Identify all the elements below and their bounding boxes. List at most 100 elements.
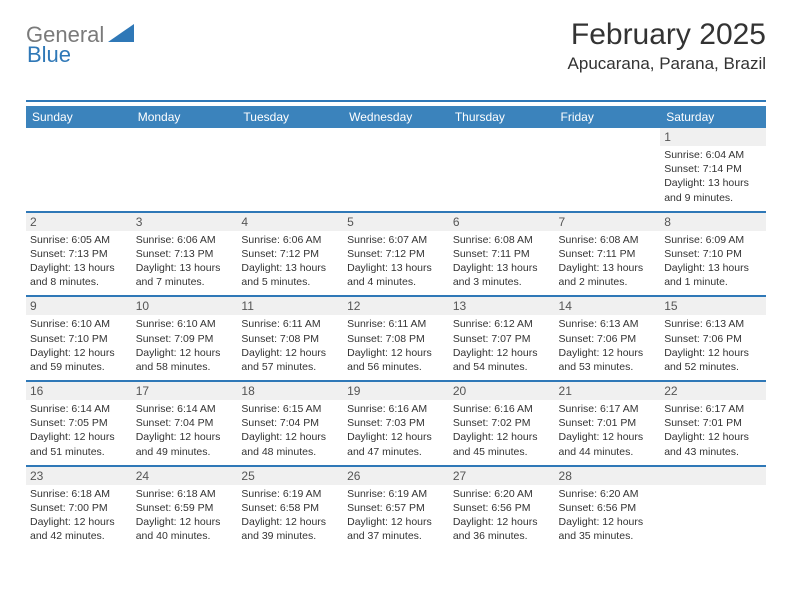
day-number — [660, 467, 766, 485]
day-number: 20 — [449, 382, 555, 400]
daylight-text: Daylight: 12 hours — [136, 346, 234, 360]
day-number: 11 — [237, 297, 343, 315]
sunrise-text: Sunrise: 6:10 AM — [30, 317, 128, 331]
sunrise-text: Sunrise: 6:08 AM — [453, 233, 551, 247]
sunrise-text: Sunrise: 6:14 AM — [136, 402, 234, 416]
calendar-cell: 14Sunrise: 6:13 AMSunset: 7:06 PMDayligh… — [555, 296, 661, 381]
day-number: 14 — [555, 297, 661, 315]
daylight-text: and 42 minutes. — [30, 529, 128, 543]
calendar-cell — [555, 128, 661, 212]
calendar-cell: 11Sunrise: 6:11 AMSunset: 7:08 PMDayligh… — [237, 296, 343, 381]
day-number: 15 — [660, 297, 766, 315]
day-number: 6 — [449, 213, 555, 231]
sunrise-text: Sunrise: 6:10 AM — [136, 317, 234, 331]
day-detail — [132, 146, 238, 202]
calendar-cell — [237, 128, 343, 212]
day-detail: Sunrise: 6:13 AMSunset: 7:06 PMDaylight:… — [660, 315, 766, 380]
title-block: February 2025 Apucarana, Parana, Brazil — [568, 18, 766, 74]
day-number: 23 — [26, 467, 132, 485]
day-detail: Sunrise: 6:17 AMSunset: 7:01 PMDaylight:… — [660, 400, 766, 465]
day-detail: Sunrise: 6:20 AMSunset: 6:56 PMDaylight:… — [449, 485, 555, 550]
daylight-text: and 37 minutes. — [347, 529, 445, 543]
sunrise-text: Sunrise: 6:16 AM — [347, 402, 445, 416]
sunset-text: Sunset: 7:10 PM — [664, 247, 762, 261]
day-number: 19 — [343, 382, 449, 400]
day-detail — [237, 146, 343, 202]
daylight-text: Daylight: 12 hours — [241, 430, 339, 444]
calendar-cell: 7Sunrise: 6:08 AMSunset: 7:11 PMDaylight… — [555, 212, 661, 297]
sunset-text: Sunset: 7:11 PM — [559, 247, 657, 261]
daylight-text: Daylight: 12 hours — [30, 515, 128, 529]
day-detail: Sunrise: 6:10 AMSunset: 7:09 PMDaylight:… — [132, 315, 238, 380]
day-detail: Sunrise: 6:20 AMSunset: 6:56 PMDaylight:… — [555, 485, 661, 550]
calendar-cell: 25Sunrise: 6:19 AMSunset: 6:58 PMDayligh… — [237, 466, 343, 550]
day-detail: Sunrise: 6:15 AMSunset: 7:04 PMDaylight:… — [237, 400, 343, 465]
sunrise-text: Sunrise: 6:16 AM — [453, 402, 551, 416]
daylight-text: Daylight: 13 hours — [559, 261, 657, 275]
top-divider — [26, 100, 766, 102]
calendar-cell: 17Sunrise: 6:14 AMSunset: 7:04 PMDayligh… — [132, 381, 238, 466]
day-header: Tuesday — [237, 106, 343, 128]
day-header: Sunday — [26, 106, 132, 128]
calendar-cell: 18Sunrise: 6:15 AMSunset: 7:04 PMDayligh… — [237, 381, 343, 466]
calendar-week: 2Sunrise: 6:05 AMSunset: 7:13 PMDaylight… — [26, 212, 766, 297]
sunrise-text: Sunrise: 6:14 AM — [30, 402, 128, 416]
day-detail: Sunrise: 6:12 AMSunset: 7:07 PMDaylight:… — [449, 315, 555, 380]
day-detail: Sunrise: 6:18 AMSunset: 7:00 PMDaylight:… — [26, 485, 132, 550]
day-number: 12 — [343, 297, 449, 315]
sunset-text: Sunset: 7:08 PM — [241, 332, 339, 346]
daylight-text: Daylight: 13 hours — [453, 261, 551, 275]
day-number: 9 — [26, 297, 132, 315]
day-detail: Sunrise: 6:11 AMSunset: 7:08 PMDaylight:… — [343, 315, 449, 380]
calendar-cell — [343, 128, 449, 212]
calendar-cell: 2Sunrise: 6:05 AMSunset: 7:13 PMDaylight… — [26, 212, 132, 297]
sunrise-text: Sunrise: 6:15 AM — [241, 402, 339, 416]
calendar-cell — [660, 466, 766, 550]
sunrise-text: Sunrise: 6:19 AM — [241, 487, 339, 501]
header: General February 2025 Apucarana, Parana,… — [26, 18, 766, 74]
sunrise-text: Sunrise: 6:18 AM — [30, 487, 128, 501]
calendar-cell: 10Sunrise: 6:10 AMSunset: 7:09 PMDayligh… — [132, 296, 238, 381]
daylight-text: Daylight: 13 hours — [241, 261, 339, 275]
calendar-cell: 9Sunrise: 6:10 AMSunset: 7:10 PMDaylight… — [26, 296, 132, 381]
calendar-week: 1Sunrise: 6:04 AMSunset: 7:14 PMDaylight… — [26, 128, 766, 212]
calendar-cell: 20Sunrise: 6:16 AMSunset: 7:02 PMDayligh… — [449, 381, 555, 466]
sunrise-text: Sunrise: 6:06 AM — [136, 233, 234, 247]
sunrise-text: Sunrise: 6:11 AM — [241, 317, 339, 331]
day-number — [132, 128, 238, 146]
sunrise-text: Sunrise: 6:07 AM — [347, 233, 445, 247]
calendar-cell: 16Sunrise: 6:14 AMSunset: 7:05 PMDayligh… — [26, 381, 132, 466]
daylight-text: Daylight: 12 hours — [664, 346, 762, 360]
daylight-text: Daylight: 13 hours — [664, 176, 762, 190]
day-number: 18 — [237, 382, 343, 400]
sunset-text: Sunset: 6:57 PM — [347, 501, 445, 515]
calendar-cell: 3Sunrise: 6:06 AMSunset: 7:13 PMDaylight… — [132, 212, 238, 297]
daylight-text: and 5 minutes. — [241, 275, 339, 289]
day-detail — [660, 485, 766, 541]
daylight-text: Daylight: 13 hours — [347, 261, 445, 275]
sunrise-text: Sunrise: 6:17 AM — [664, 402, 762, 416]
daylight-text: Daylight: 12 hours — [453, 515, 551, 529]
calendar-cell: 26Sunrise: 6:19 AMSunset: 6:57 PMDayligh… — [343, 466, 449, 550]
daylight-text: Daylight: 12 hours — [453, 430, 551, 444]
daylight-text: Daylight: 13 hours — [30, 261, 128, 275]
sunset-text: Sunset: 7:09 PM — [136, 332, 234, 346]
sunset-text: Sunset: 7:00 PM — [30, 501, 128, 515]
sunrise-text: Sunrise: 6:05 AM — [30, 233, 128, 247]
calendar-cell: 4Sunrise: 6:06 AMSunset: 7:12 PMDaylight… — [237, 212, 343, 297]
daylight-text: and 3 minutes. — [453, 275, 551, 289]
calendar-cell: 23Sunrise: 6:18 AMSunset: 7:00 PMDayligh… — [26, 466, 132, 550]
daylight-text: and 49 minutes. — [136, 445, 234, 459]
calendar-cell: 22Sunrise: 6:17 AMSunset: 7:01 PMDayligh… — [660, 381, 766, 466]
day-number: 21 — [555, 382, 661, 400]
logo-text-blue-wrap: Blue — [26, 42, 71, 68]
daylight-text: Daylight: 12 hours — [241, 515, 339, 529]
day-detail: Sunrise: 6:17 AMSunset: 7:01 PMDaylight:… — [555, 400, 661, 465]
day-number — [449, 128, 555, 146]
daylight-text: and 47 minutes. — [347, 445, 445, 459]
daylight-text: and 56 minutes. — [347, 360, 445, 374]
month-title: February 2025 — [568, 18, 766, 52]
daylight-text: and 52 minutes. — [664, 360, 762, 374]
sunset-text: Sunset: 7:04 PM — [241, 416, 339, 430]
daylight-text: Daylight: 12 hours — [347, 430, 445, 444]
